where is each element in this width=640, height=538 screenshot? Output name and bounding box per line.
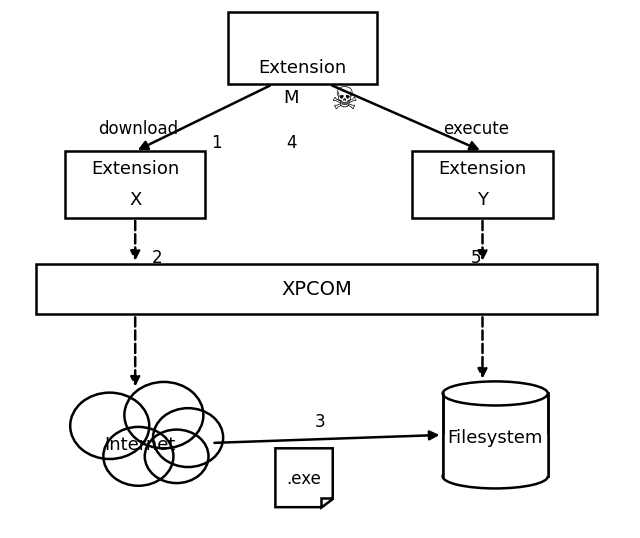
Text: Extension: Extension bbox=[438, 160, 527, 178]
Circle shape bbox=[145, 429, 209, 483]
Circle shape bbox=[153, 408, 223, 467]
Circle shape bbox=[70, 393, 149, 459]
Text: download: download bbox=[99, 120, 179, 138]
Ellipse shape bbox=[443, 381, 548, 406]
Text: X: X bbox=[129, 190, 141, 209]
Text: Extension: Extension bbox=[91, 160, 179, 178]
Text: Extension: Extension bbox=[258, 59, 346, 77]
Text: 5: 5 bbox=[471, 249, 481, 267]
Text: M: M bbox=[283, 89, 298, 107]
Bar bbox=[412, 151, 552, 218]
Text: ☠: ☠ bbox=[330, 86, 357, 115]
Polygon shape bbox=[275, 448, 333, 507]
Polygon shape bbox=[321, 498, 333, 507]
Ellipse shape bbox=[443, 464, 548, 489]
Text: 3: 3 bbox=[315, 413, 325, 430]
Text: 4: 4 bbox=[286, 134, 296, 152]
Bar bbox=[443, 435, 548, 476]
Text: 2: 2 bbox=[152, 249, 163, 267]
Circle shape bbox=[124, 382, 204, 448]
Text: 1: 1 bbox=[211, 134, 222, 152]
Circle shape bbox=[103, 427, 173, 486]
Text: Filesystem: Filesystem bbox=[447, 429, 543, 447]
Text: Internet: Internet bbox=[104, 436, 176, 454]
Text: XPCOM: XPCOM bbox=[282, 280, 352, 299]
Bar bbox=[443, 393, 548, 476]
Bar bbox=[65, 151, 205, 218]
Text: execute: execute bbox=[443, 120, 509, 138]
Bar bbox=[228, 12, 378, 84]
Text: Y: Y bbox=[477, 190, 488, 209]
Bar bbox=[36, 264, 597, 315]
Text: .exe: .exe bbox=[287, 470, 321, 488]
